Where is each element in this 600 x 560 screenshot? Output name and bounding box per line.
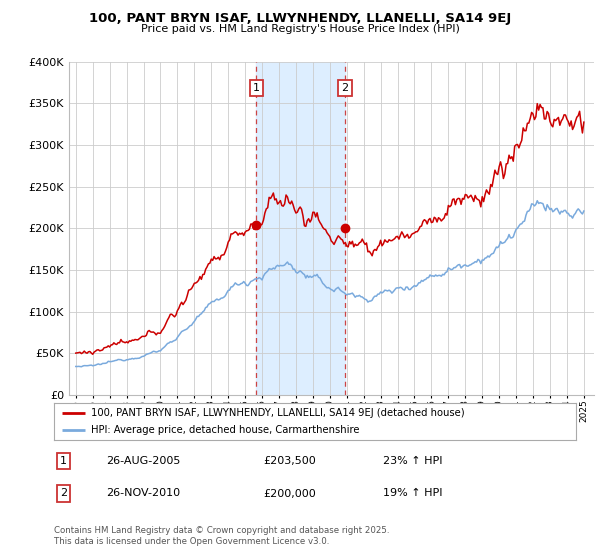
Text: 26-AUG-2005: 26-AUG-2005 [106, 456, 181, 466]
Text: Contains HM Land Registry data © Crown copyright and database right 2025.
This d: Contains HM Land Registry data © Crown c… [54, 526, 389, 546]
Text: 19% ↑ HPI: 19% ↑ HPI [383, 488, 442, 498]
Text: £203,500: £203,500 [263, 456, 316, 466]
Text: 23% ↑ HPI: 23% ↑ HPI [383, 456, 442, 466]
Text: 2: 2 [341, 83, 349, 94]
Text: 1: 1 [253, 83, 260, 94]
Text: 100, PANT BRYN ISAF, LLWYNHENDY, LLANELLI, SA14 9EJ: 100, PANT BRYN ISAF, LLWYNHENDY, LLANELL… [89, 12, 511, 25]
Text: HPI: Average price, detached house, Carmarthenshire: HPI: Average price, detached house, Carm… [91, 425, 359, 435]
Text: 100, PANT BRYN ISAF, LLWYNHENDY, LLANELLI, SA14 9EJ (detached house): 100, PANT BRYN ISAF, LLWYNHENDY, LLANELL… [91, 408, 464, 418]
Text: 1: 1 [60, 456, 67, 466]
Bar [256, 62, 345, 395]
Text: 26-NOV-2010: 26-NOV-2010 [106, 488, 181, 498]
Text: 2: 2 [60, 488, 67, 498]
Text: Price paid vs. HM Land Registry's House Price Index (HPI): Price paid vs. HM Land Registry's House … [140, 24, 460, 34]
Text: £200,000: £200,000 [263, 488, 316, 498]
